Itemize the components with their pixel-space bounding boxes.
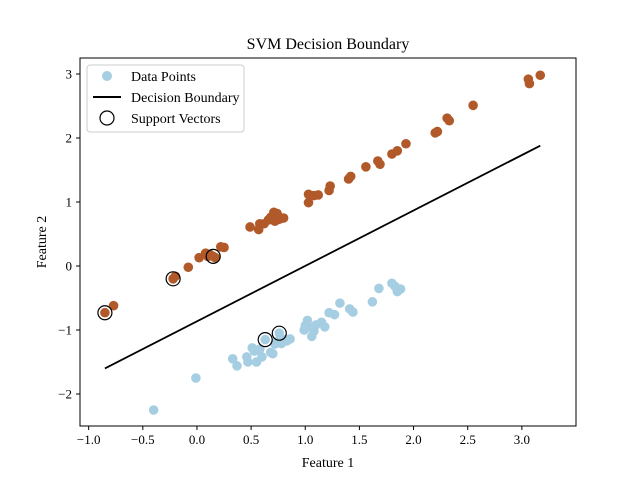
data-point: [108, 300, 119, 311]
legend-support-vector-marker: [99, 110, 115, 126]
legend-label-support-vectors: Support Vectors: [131, 112, 221, 127]
data-point: [191, 373, 201, 383]
data-point: [325, 181, 335, 191]
plot-frame: [79, 57, 577, 427]
y-tick-label: 2: [66, 131, 73, 146]
data-point: [210, 252, 221, 263]
y-axis: −2 −1 0 1 2 3: [58, 67, 80, 402]
data-point: [227, 354, 238, 364]
data-point: [303, 197, 314, 208]
data-point: [260, 334, 270, 345]
data-point: [267, 348, 278, 359]
data-point: [245, 222, 255, 232]
y-tick-label: −1: [58, 323, 72, 338]
data-point: [274, 328, 285, 339]
x-tick-label: 1.0: [297, 432, 313, 447]
data-point: [524, 78, 535, 89]
support-vectors-layer: [97, 248, 287, 348]
y-tick-label: 3: [66, 67, 73, 82]
data-point: [375, 159, 385, 170]
data-point: [232, 361, 242, 371]
data-point: [444, 115, 455, 126]
decision-boundary-layer: [104, 144, 541, 370]
legend: Data Points Decision Boundary Support Ve…: [86, 64, 245, 133]
data-point: [285, 334, 295, 344]
data-point: [345, 171, 356, 182]
data-point: [313, 190, 324, 200]
data-point: [361, 162, 371, 172]
data-points-layer: [100, 70, 546, 415]
x-tick-label: 2.5: [460, 432, 476, 447]
legend-label-decision-boundary: Decision Boundary: [131, 91, 239, 106]
data-point: [319, 322, 330, 332]
data-point: [535, 70, 546, 81]
support-vector-marker: [271, 325, 287, 341]
support-vector-marker: [205, 248, 221, 264]
data-point: [257, 352, 267, 362]
data-point: [468, 100, 478, 111]
data-point: [170, 271, 181, 282]
support-vector-marker: [165, 271, 181, 287]
data-point: [100, 307, 110, 318]
data-point: [367, 297, 378, 307]
data-point: [329, 309, 340, 320]
y-tick-label: 1: [66, 195, 73, 210]
support-vector-marker: [97, 305, 113, 321]
data-point: [348, 307, 358, 317]
y-tick-label: 0: [66, 259, 73, 274]
support-vector-marker: [257, 332, 273, 348]
x-axis-label: Feature 1: [302, 456, 354, 471]
x-tick-label: 3.0: [514, 432, 530, 447]
data-point: [148, 405, 159, 415]
data-point: [335, 298, 345, 308]
x-tick-label: 0.5: [243, 432, 259, 447]
data-point: [432, 126, 443, 137]
data-point: [374, 283, 384, 294]
data-point: [183, 262, 194, 273]
data-point: [219, 242, 229, 253]
data-point: [254, 344, 265, 355]
chart-title: SVM Decision Boundary: [247, 36, 410, 53]
data-point: [278, 213, 289, 223]
x-tick-label: 0.0: [189, 432, 205, 447]
x-tick-label: 1.5: [351, 432, 367, 447]
y-tick-label: −2: [58, 387, 72, 402]
x-tick-label: −0.5: [131, 432, 155, 447]
x-axis: −1.0 −0.5 0.0 0.5 1.0 1.5 2.0 2.5 3.0: [77, 426, 530, 447]
legend-label-data-points: Data Points: [131, 70, 196, 85]
data-point: [243, 357, 253, 367]
data-point: [401, 138, 411, 149]
y-axis-label: Feature 2: [35, 216, 50, 268]
legend-data-points-marker: [102, 71, 112, 81]
x-tick-label: −1.0: [77, 432, 101, 447]
decision-boundary-line: [104, 144, 541, 370]
x-tick-label: 2.0: [405, 432, 421, 447]
data-point: [392, 146, 403, 156]
legend-box: [86, 64, 245, 133]
data-point: [395, 284, 406, 294]
